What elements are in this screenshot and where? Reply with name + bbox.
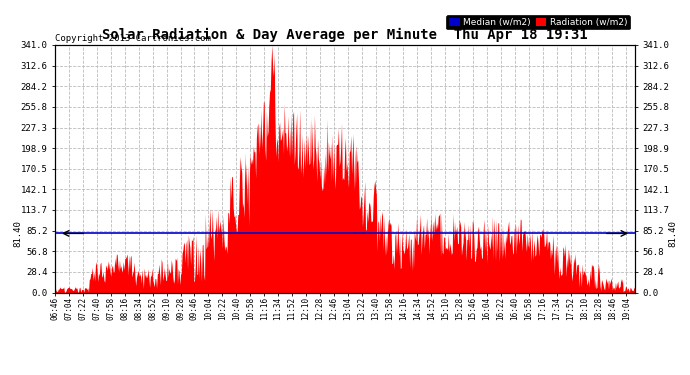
Text: Copyright 2013 Cartronics.com: Copyright 2013 Cartronics.com: [55, 33, 211, 42]
Text: 81.40: 81.40: [668, 220, 677, 247]
Title: Solar Radiation & Day Average per Minute  Thu Apr 18 19:31: Solar Radiation & Day Average per Minute…: [102, 28, 588, 42]
Legend: Median (w/m2), Radiation (w/m2): Median (w/m2), Radiation (w/m2): [446, 15, 630, 29]
Text: 81.40: 81.40: [13, 220, 22, 247]
